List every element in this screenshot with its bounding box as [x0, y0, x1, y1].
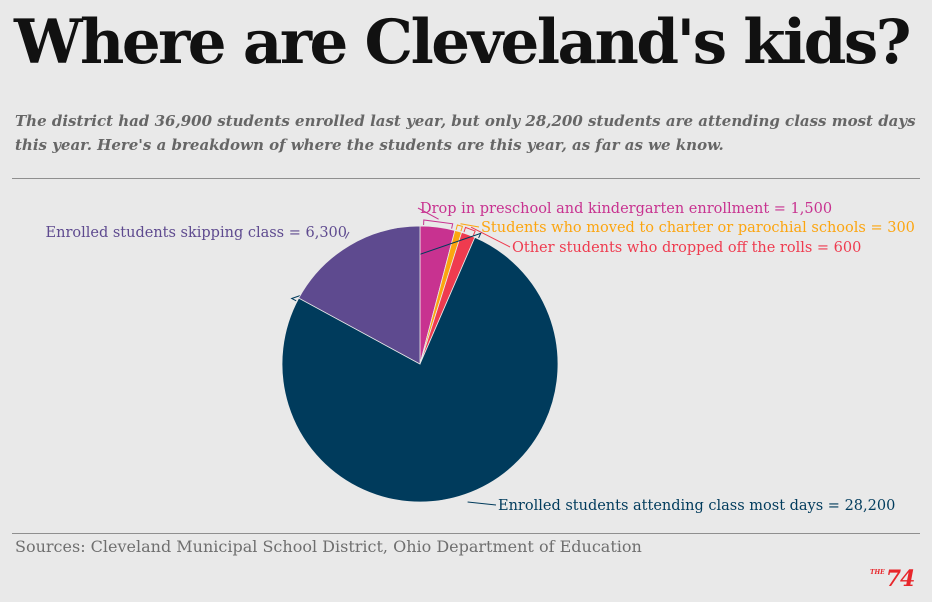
bottom-divider	[12, 533, 920, 534]
logo-prefix: THE	[870, 569, 885, 576]
chart-title: Where are Cleveland's kids?	[14, 7, 911, 78]
data-label-drop-in-preschool-and-kindergarten-enrollment: Drop in preschool and kindergarten enrol…	[420, 201, 832, 217]
pie-slice-enrolled-students-skipping-class	[298, 225, 421, 365]
data-label-students-who-moved-to-charter-or-parochial-schools: Students who moved to charter or parochi…	[481, 220, 915, 236]
the74-logo: THE74	[870, 566, 916, 592]
data-label-other-students-who-dropped-off-the-rolls: Other students who dropped off the rolls…	[512, 240, 861, 256]
leader-line-enrolled-students-skipping-class	[344, 231, 350, 239]
logo-number: 74	[885, 566, 916, 592]
leader-line-drop-in-preschool-and-kindergarten-enrollment	[417, 207, 454, 229]
leader-line-other-students-who-dropped-off-the-rolls	[463, 226, 511, 248]
data-label-enrolled-students-skipping-class: Enrolled students skipping class = 6,300	[46, 225, 347, 241]
top-divider	[12, 178, 920, 179]
chart-subtitle: The district had 36,900 students enrolle…	[15, 112, 916, 154]
leader-line-students-who-moved-to-charter-or-parochial-schools	[455, 223, 480, 232]
data-label-enrolled-students-attending-class-most-days: Enrolled students attending class most d…	[498, 498, 895, 514]
source-note: Sources: Cleveland Municipal School Dist…	[15, 537, 642, 556]
pie-slice-enrolled-students-attending-class-most-days	[281, 236, 559, 503]
